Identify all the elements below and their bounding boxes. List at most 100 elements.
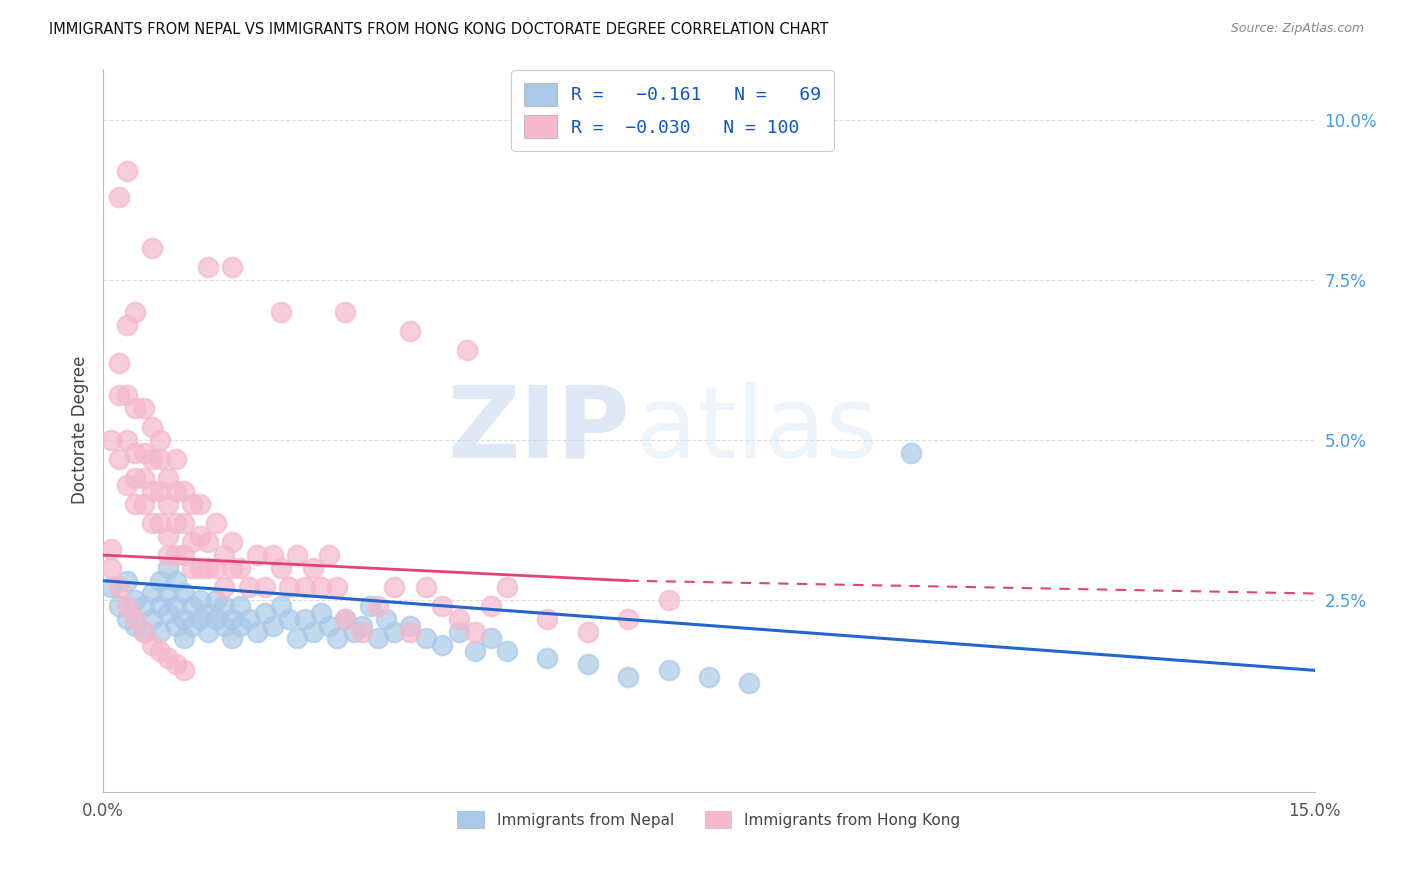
Point (132, 497, 155, 511)
Point (262, 548, 284, 562)
Point (141, 452, 163, 467)
Point (100, 580, 122, 594)
Point (165, 657, 187, 671)
Point (657, 663, 679, 677)
Point (697, 670, 720, 684)
Point (262, 618, 284, 632)
Point (221, 561, 243, 575)
Text: Source: ZipAtlas.com: Source: ZipAtlas.com (1230, 22, 1364, 36)
Point (221, 535, 243, 549)
Point (173, 484, 195, 499)
Point (124, 471, 146, 485)
Point (285, 548, 308, 562)
Point (181, 599, 204, 614)
Point (141, 484, 163, 499)
Point (156, 471, 179, 485)
Point (181, 535, 204, 549)
Point (165, 618, 187, 632)
Point (117, 433, 139, 447)
Point (270, 305, 292, 319)
Point (367, 599, 389, 614)
Text: IMMIGRANTS FROM NEPAL VS IMMIGRANTS FROM HONG KONG DOCTORATE DEGREE CORRELATION : IMMIGRANTS FROM NEPAL VS IMMIGRANTS FROM… (49, 22, 828, 37)
Point (309, 580, 332, 594)
Point (221, 260, 243, 274)
Point (156, 650, 179, 665)
Point (108, 189, 131, 203)
Point (342, 624, 364, 639)
Point (188, 529, 211, 543)
Point (456, 343, 478, 358)
Point (197, 260, 219, 274)
Point (108, 452, 131, 467)
Point (108, 388, 131, 402)
Point (479, 599, 502, 614)
Point (447, 624, 470, 639)
Point (277, 612, 299, 626)
Point (253, 606, 276, 620)
Point (188, 561, 211, 575)
Point (382, 580, 405, 594)
Point (188, 593, 211, 607)
Point (399, 624, 422, 639)
Point (108, 580, 131, 594)
Point (214, 618, 236, 632)
Point (124, 445, 146, 459)
Point (117, 477, 139, 491)
Point (156, 548, 179, 562)
Point (149, 644, 172, 658)
Point (173, 612, 195, 626)
Point (229, 561, 252, 575)
Point (205, 561, 228, 575)
Point (165, 516, 187, 530)
Point (496, 580, 519, 594)
Point (149, 599, 172, 614)
Point (124, 593, 146, 607)
Point (374, 612, 396, 626)
Point (117, 612, 139, 626)
Point (165, 548, 187, 562)
Point (238, 580, 260, 594)
Point (108, 356, 131, 370)
Point (141, 241, 163, 255)
Point (156, 586, 179, 600)
Point (181, 618, 204, 632)
Point (326, 580, 349, 594)
Point (536, 612, 558, 626)
Point (617, 670, 640, 684)
Point (246, 624, 269, 639)
Point (738, 676, 761, 690)
Point (335, 612, 357, 626)
Point (229, 618, 252, 632)
Point (432, 638, 454, 652)
Point (900, 445, 922, 459)
Point (382, 624, 405, 639)
Point (181, 561, 204, 575)
Point (156, 529, 179, 543)
Point (173, 632, 195, 646)
Point (132, 624, 155, 639)
Point (100, 561, 122, 575)
Point (124, 305, 146, 319)
Point (270, 599, 292, 614)
Point (141, 516, 163, 530)
Point (149, 452, 172, 467)
Point (141, 420, 163, 434)
Point (165, 574, 187, 588)
Text: ZIP: ZIP (447, 382, 630, 479)
Point (536, 650, 558, 665)
Point (124, 401, 146, 415)
Point (359, 599, 381, 614)
Point (117, 599, 139, 614)
Point (294, 612, 316, 626)
Point (214, 548, 236, 562)
Point (318, 548, 340, 562)
Point (149, 484, 172, 499)
Point (156, 606, 179, 620)
Point (214, 599, 236, 614)
Point (141, 612, 163, 626)
Point (399, 618, 422, 632)
Point (496, 644, 519, 658)
Point (149, 624, 172, 639)
Point (117, 574, 139, 588)
Point (205, 612, 228, 626)
